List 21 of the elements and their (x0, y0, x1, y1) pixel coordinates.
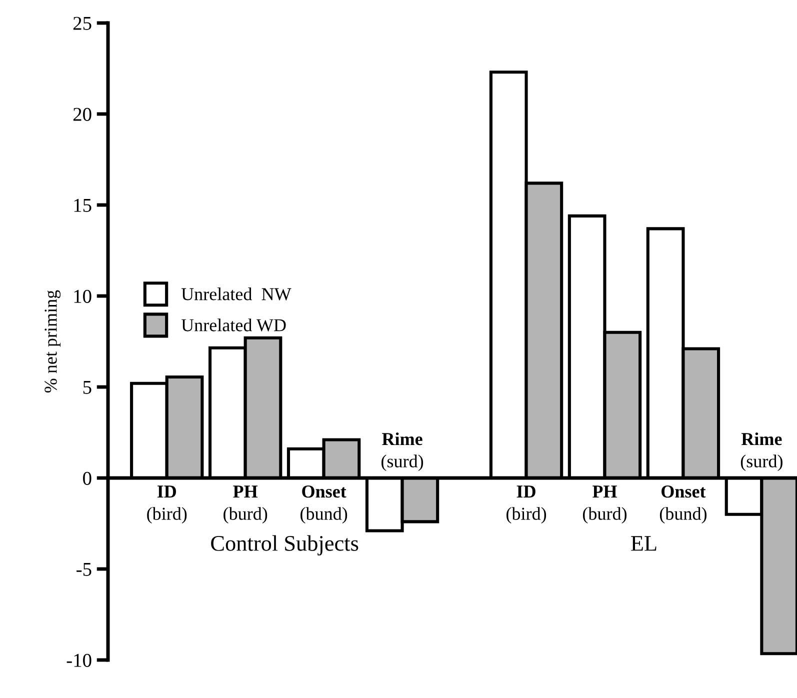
x-tick-label: ID (bird) (147, 486, 187, 524)
y-tick-label: 15 (74, 198, 92, 212)
x-tick-label: ID (bird) (506, 486, 546, 524)
y-tick-label: -10 (66, 654, 92, 667)
y-tick-label: 5 (83, 381, 92, 394)
y-tick-label: 10 (74, 290, 92, 303)
x-tick-label: Onset (bund) (660, 486, 706, 524)
y-tick-label: 20 (73, 108, 92, 121)
x-tick-label: PH (burd) (224, 486, 268, 524)
annotation: Control Subjects (211, 535, 358, 556)
x-tick-label: PH (burd) (582, 486, 627, 524)
annotation: EL (631, 536, 656, 551)
legend-label: Unrelated WD (181, 318, 286, 332)
y-axis-title: % net priming (44, 290, 61, 393)
legend-label: Unrelated NW (181, 288, 292, 300)
y-tick-label: 0 (83, 472, 92, 485)
x-tick-label: Onset (bund) (300, 486, 348, 524)
x-tick-label: Rime (surd) (740, 432, 782, 472)
x-tick-label: Rime (surd) (382, 432, 424, 472)
y-tick-label: 25 (73, 16, 92, 30)
y-tick-label: -5 (76, 563, 92, 576)
